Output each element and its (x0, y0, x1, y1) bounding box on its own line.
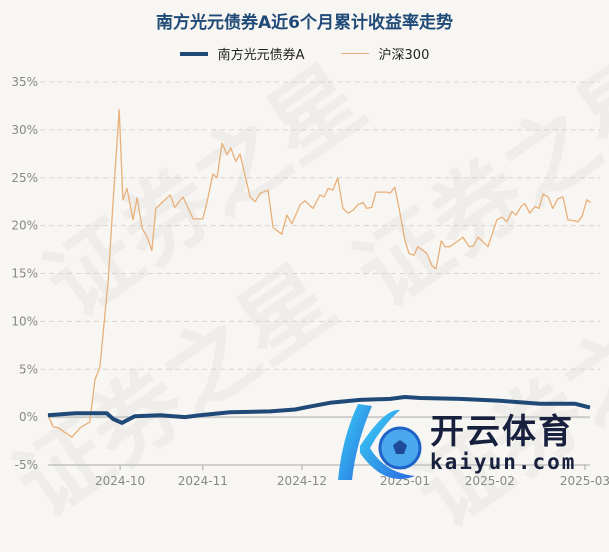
legend-label: 南方光元债券A (217, 48, 305, 63)
kaiyun-logo: 开云体育 kaiyun.com (330, 398, 605, 488)
series-line-hs300 (47, 109, 592, 438)
series-line-fund (47, 395, 591, 425)
x-tick-label: 2025-02 (465, 474, 515, 488)
x-tick-label: 2025-03 (560, 474, 609, 488)
y-tick-label: 35% (11, 75, 38, 89)
x-tick-label: 2024-12 (277, 474, 327, 488)
legend: 南方光元债券A 沪深300 (0, 44, 609, 63)
logo-text-en: kaiyun.com (430, 450, 577, 474)
legend-item-fund[interactable]: 南方光元债券A (179, 44, 305, 63)
y-tick-label: 5% (19, 362, 38, 376)
y-tick-label: 15% (11, 267, 38, 281)
y-tick-label: 25% (11, 171, 38, 185)
x-tick-label: 2024-11 (178, 474, 228, 488)
logo-text-cn: 开云体育 (430, 412, 574, 452)
y-tick-label: -5% (15, 458, 38, 472)
y-tick-label: 10% (11, 314, 38, 328)
logo-k-ball-icon (338, 404, 422, 480)
y-tick-label: 30% (11, 123, 38, 137)
x-tick-label: 2024-10 (95, 474, 145, 488)
legend-swatch-hs300 (340, 53, 369, 54)
legend-label: 沪深300 (378, 48, 430, 63)
chart-title: 南方光元债券A近6个月累计收益率走势 (156, 13, 453, 33)
legend-item-hs300[interactable]: 沪深300 (340, 44, 430, 63)
y-tick-label: 0% (19, 410, 38, 424)
y-tick-label: 20% (11, 219, 38, 233)
chart-plot: 35% 30% 25% 20% 15% 10% 5% 0% -5% 2024-10 2024-11 2… (11, 75, 609, 488)
legend-swatch-fund (179, 51, 208, 56)
